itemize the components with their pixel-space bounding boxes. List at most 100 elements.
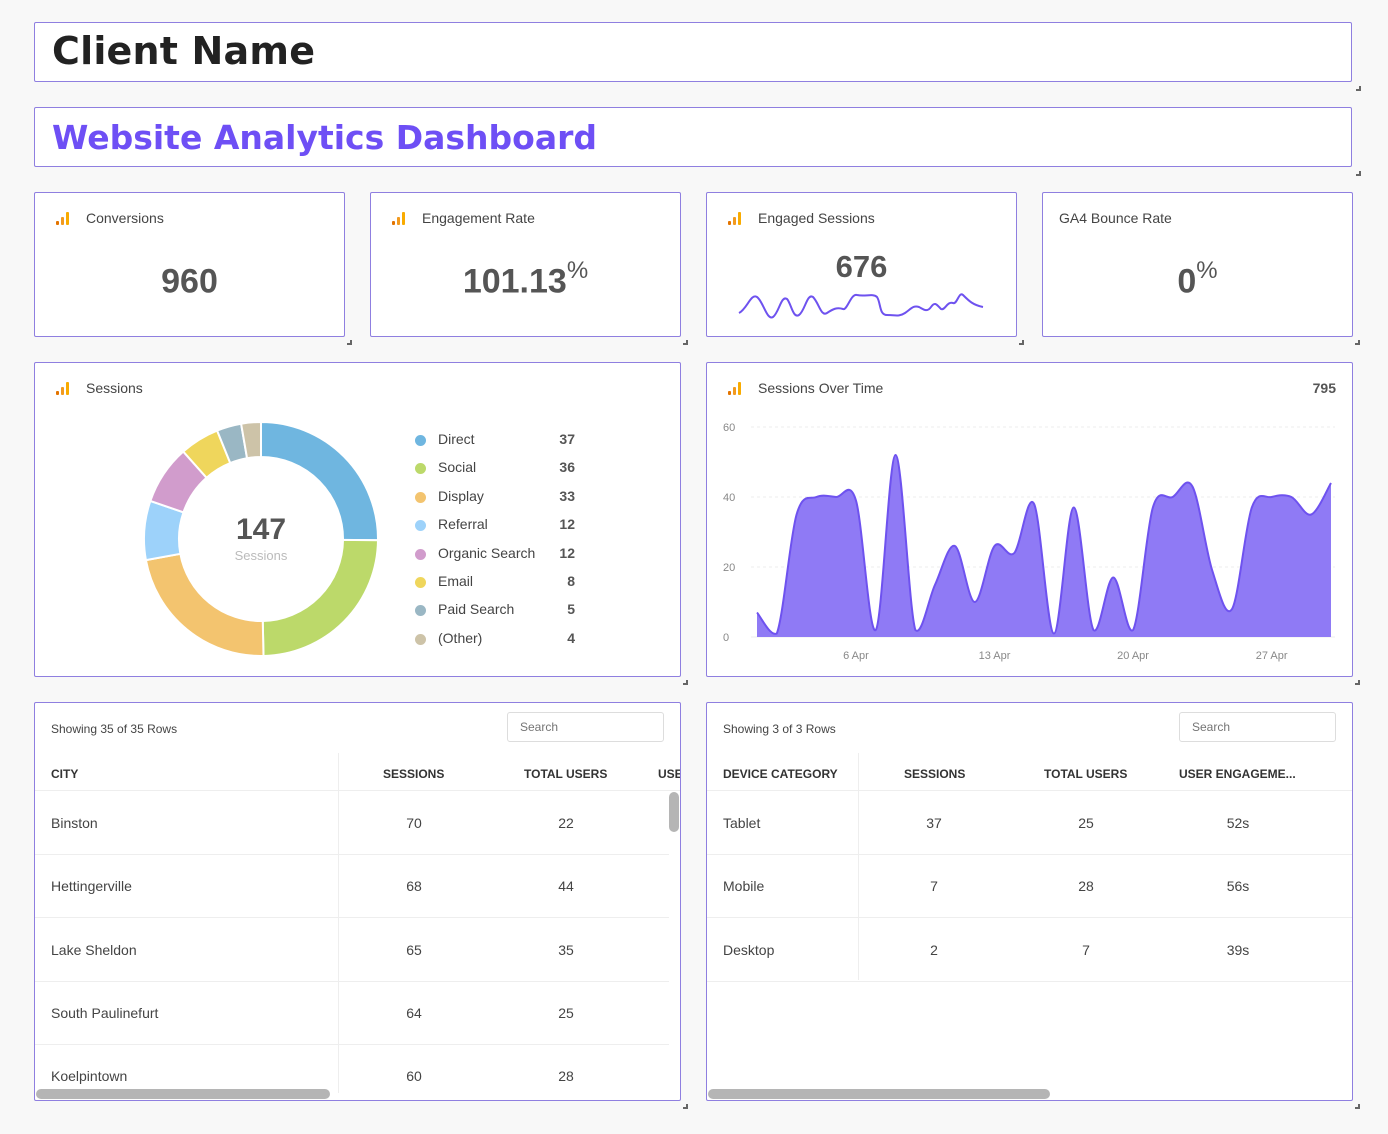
legend-swatch: [415, 491, 426, 503]
table-row[interactable]: Binston 70 22: [35, 792, 669, 855]
table-cell: 52s: [1226, 815, 1250, 831]
google-analytics-icon: [391, 212, 405, 225]
bounce-rate-card: GA4 Bounce Rate 0%: [1042, 192, 1353, 337]
legend-item[interactable]: Social 36: [415, 459, 575, 487]
column-header-total-users[interactable]: TOTAL USERS: [1044, 767, 1128, 781]
resize-handle[interactable]: [683, 340, 688, 345]
conversions-card: Conversions 960: [34, 192, 345, 337]
column-header-device-category[interactable]: DEVICE CATEGORY: [723, 767, 838, 781]
donut-center-label: Sessions: [234, 548, 288, 563]
x-tick-label: 13 Apr: [979, 650, 1011, 662]
legend-value: 5: [567, 601, 575, 618]
donut-slice-other[interactable]: [239, 420, 262, 460]
resize-handle[interactable]: [683, 680, 688, 685]
legend-value: 33: [559, 487, 575, 504]
metric-value: 101.13%: [462, 257, 589, 301]
table-row[interactable]: Hettingerville 68 44: [35, 855, 669, 919]
y-tick-label: 0: [723, 632, 729, 644]
table-row[interactable]: Tablet 37 25 52s: [707, 792, 1352, 855]
resize-handle[interactable]: [1355, 1104, 1360, 1109]
legend-label: Direct: [438, 431, 475, 447]
table-header: DEVICE CATEGORY SESSIONS TOTAL USERS USE…: [707, 753, 1352, 791]
legend-swatch: [415, 548, 426, 560]
legend-label: Organic Search: [438, 544, 536, 561]
legend-swatch: [415, 463, 426, 475]
table-cell: 39s: [1226, 941, 1250, 958]
sessions-area[interactable]: [757, 455, 1331, 637]
resize-handle[interactable]: [1355, 340, 1360, 345]
table-cell: South Paulinefurt: [51, 1004, 159, 1021]
resize-handle[interactable]: [1019, 340, 1024, 345]
table-row[interactable]: Desktop 2 7 39s: [707, 919, 1352, 982]
column-divider: [338, 753, 339, 1093]
dashboard-title-card: Website Analytics Dashboard: [34, 107, 1352, 167]
resize-handle[interactable]: [683, 1104, 688, 1109]
vertical-scrollbar[interactable]: [669, 792, 679, 832]
table-cell: 35: [558, 941, 574, 958]
table-cell: 37: [926, 815, 942, 831]
resize-handle[interactable]: [1355, 680, 1360, 685]
table-cell: 70: [406, 815, 422, 831]
legend-label: Referral: [438, 516, 488, 533]
table-cell: 22: [558, 815, 574, 831]
column-header-users[interactable]: USE: [658, 767, 681, 781]
legend-item[interactable]: Referral 12: [415, 516, 575, 544]
column-header-city[interactable]: CITY: [51, 767, 79, 781]
metric-value: 0%: [1177, 257, 1218, 301]
rows-count: Showing 3 of 3 Rows: [723, 722, 836, 736]
sessions-donut-card: Sessions 147 Sessions Direct 37 Social 36 Di…: [34, 362, 681, 677]
search-input[interactable]: [507, 712, 664, 742]
donut-center-value: 147: [235, 513, 287, 546]
google-analytics-icon: [55, 212, 69, 225]
horizontal-scrollbar[interactable]: [36, 1089, 330, 1099]
column-header-total-users[interactable]: TOTAL USERS: [524, 767, 608, 781]
column-header-sessions[interactable]: SESSIONS: [904, 767, 966, 781]
table-cell: 60: [406, 1068, 422, 1085]
table-cell: Mobile: [723, 878, 765, 895]
legend-value: 4: [567, 629, 575, 646]
legend-value: 8: [567, 572, 575, 589]
resize-handle[interactable]: [1356, 171, 1361, 176]
legend-label: Paid Search: [438, 601, 515, 618]
table-cell: 56s: [1226, 878, 1250, 895]
dashboard-title: Website Analytics Dashboard: [52, 118, 597, 157]
metric-value: 960: [161, 262, 218, 301]
table-header: CITY SESSIONS TOTAL USERS USE: [35, 753, 680, 791]
donut-slice-display[interactable]: [144, 552, 265, 657]
legend-item[interactable]: Organic Search 12: [415, 545, 575, 573]
table-row[interactable]: South Paulinefurt 64 25: [35, 982, 669, 1045]
legend-item[interactable]: Display 33: [415, 488, 575, 516]
table-row[interactable]: Lake Sheldon 65 35: [35, 919, 669, 982]
rows-count: Showing 35 of 35 Rows: [51, 722, 178, 736]
table-row[interactable]: Mobile 7 28 56s: [707, 855, 1352, 919]
client-name-title: Client Name: [52, 29, 316, 73]
resize-handle[interactable]: [347, 340, 352, 345]
engagement-rate-card: Engagement Rate 101.13%: [370, 192, 681, 337]
card-title: Sessions: [86, 380, 143, 396]
legend-label: (Other): [438, 629, 483, 646]
client-name-card: Client Name: [34, 22, 1352, 82]
table-cell: 28: [1078, 878, 1094, 895]
search-input[interactable]: [1179, 712, 1336, 742]
legend-swatch: [415, 605, 426, 617]
resize-handle[interactable]: [1356, 86, 1361, 91]
sessions-area-chart: 0 20 40 60 6 Apr 13 Apr 20 Apr 27 Apr: [723, 422, 1335, 662]
metric-label: GA4 Bounce Rate: [1059, 210, 1172, 226]
table-cell: Hettingerville: [51, 878, 132, 895]
legend-item[interactable]: Paid Search 5: [415, 601, 575, 629]
column-header-sessions[interactable]: SESSIONS: [383, 767, 445, 781]
legend-item[interactable]: Direct 37: [415, 431, 575, 459]
y-tick-label: 60: [723, 422, 735, 434]
horizontal-scrollbar[interactable]: [708, 1089, 1050, 1099]
legend-item[interactable]: (Other) 4: [415, 630, 575, 658]
device-table-card: Showing 3 of 3 Rows DEVICE CATEGORY SESS…: [706, 702, 1353, 1101]
google-analytics-icon: [55, 382, 69, 395]
legend-label: Social: [438, 459, 477, 476]
table-row[interactable]: Koelpintown 60 28: [35, 1045, 669, 1100]
legend-item[interactable]: Email 8: [415, 573, 575, 601]
legend-value: 12: [559, 544, 575, 561]
table-cell: Tablet: [723, 815, 761, 831]
google-analytics-icon: [727, 212, 741, 225]
engaged-sessions-card: Engaged Sessions 676: [706, 192, 1017, 337]
column-header-user-engagement[interactable]: USER ENGAGEME...: [1179, 767, 1296, 781]
